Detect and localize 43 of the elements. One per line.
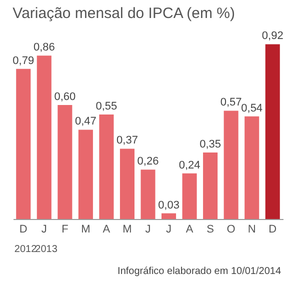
bar — [99, 114, 114, 219]
x-tick-label: D — [268, 224, 277, 236]
text: Infográfico elaborado em 10/01/2014 — [118, 266, 282, 277]
x-tick-label: F — [62, 224, 69, 236]
data-label: 0,26 — [137, 156, 159, 168]
x-tick-label: D — [19, 224, 28, 236]
data-label: 0,54 — [241, 102, 263, 114]
bar — [182, 173, 197, 219]
chart-title: Variação mensal do IPCA (em %) — [12, 5, 235, 22]
bar — [120, 148, 134, 219]
text: 2013 — [35, 244, 58, 255]
data-label: 0,92 — [262, 30, 284, 42]
text: 2012 — [14, 244, 38, 255]
bar — [140, 170, 156, 219]
bar — [16, 68, 31, 219]
data-label: 0,60 — [54, 91, 76, 103]
x-tick-label: O — [226, 224, 236, 236]
data-label: 0,35 — [200, 138, 222, 150]
data-label: 0,37 — [116, 134, 138, 147]
data-label: 0,79 — [12, 54, 34, 67]
data-label: 0,47 — [74, 116, 96, 128]
bar — [36, 56, 52, 219]
x-tick-label: J — [166, 224, 172, 236]
x-tick-label: A — [186, 224, 194, 236]
data-label: 0,86 — [33, 42, 55, 54]
bar — [244, 116, 260, 219]
x-tick-label: J — [41, 224, 47, 236]
x-tick-label: M — [122, 224, 132, 236]
data-label: 0,03 — [158, 199, 180, 212]
bar — [203, 152, 218, 219]
bar — [162, 213, 176, 219]
bar — [78, 130, 93, 219]
x-tick-label: S — [206, 224, 214, 236]
data-label: 0,57 — [220, 96, 242, 109]
x-tick-label: A — [102, 224, 111, 236]
bar — [265, 44, 280, 219]
data-label: 0,24 — [178, 159, 200, 172]
data-label: 0,55 — [96, 100, 118, 112]
x-tick-label: N — [248, 224, 256, 236]
bar — [58, 105, 72, 219]
x-tick-label: M — [81, 224, 90, 236]
x-tick-label: J — [145, 224, 151, 236]
bar — [224, 110, 238, 219]
